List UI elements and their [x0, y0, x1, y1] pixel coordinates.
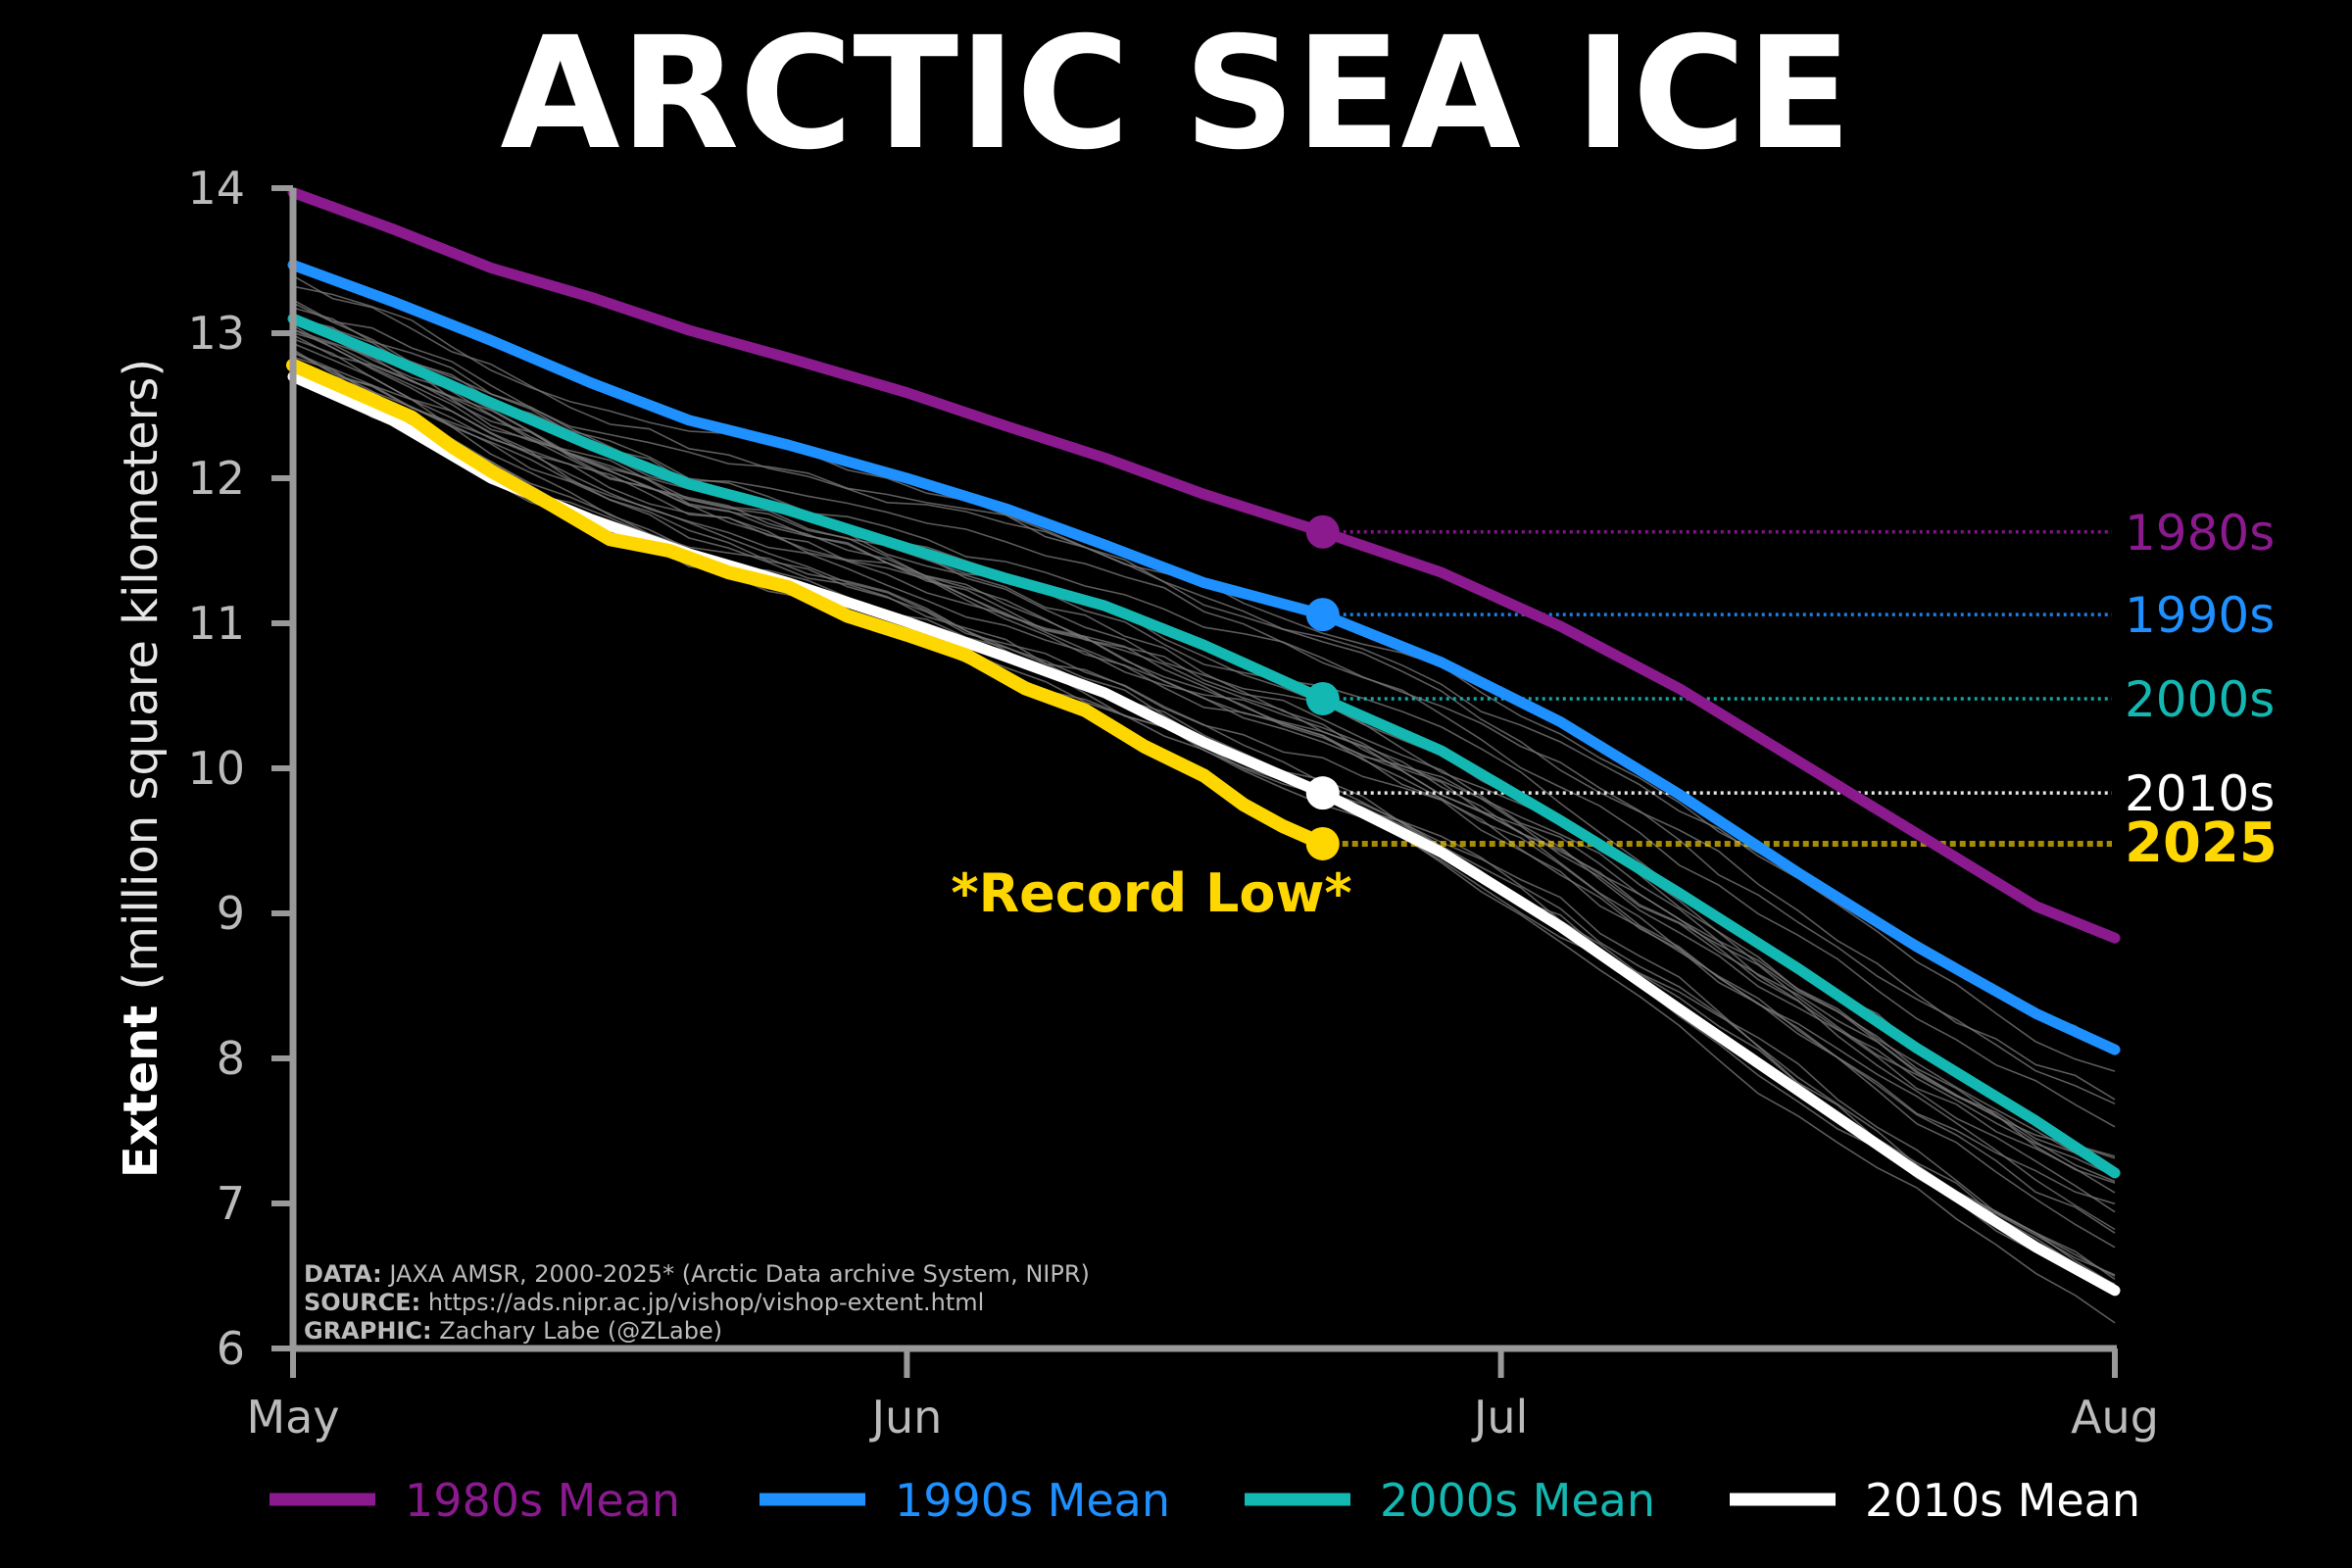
legend-label: 1980s Mean — [405, 1474, 680, 1527]
x-tick-label: Aug — [2071, 1391, 2159, 1444]
y-tick-label: 12 — [187, 452, 245, 505]
series-marker — [1305, 514, 1340, 549]
y-axis-label-rest: (million square kilometers) — [114, 359, 169, 1005]
x-tick-label: Jul — [1471, 1391, 1529, 1444]
series-marker — [1305, 826, 1340, 860]
background-year-line — [292, 317, 2116, 1184]
y-tick-label: 10 — [187, 742, 245, 795]
series-end-label: 2025 — [2125, 811, 2278, 875]
x-tick-label: Jun — [868, 1391, 942, 1444]
background-year-line — [292, 348, 2116, 1234]
guide-lines — [1322, 530, 2112, 847]
background-year-line — [292, 328, 2116, 1231]
background-year-line — [292, 342, 2116, 1249]
y-tick-label: 7 — [217, 1177, 245, 1230]
background-year-line — [292, 322, 2116, 1205]
series-marker — [1305, 681, 1340, 715]
y-tick-label: 13 — [187, 307, 245, 360]
record-low-annotation: *Record Low* — [951, 862, 1351, 924]
background-year-line — [292, 307, 2116, 1128]
y-axis-label-bold: Extent — [114, 1005, 169, 1178]
y-tick-label: 8 — [217, 1032, 245, 1085]
credit-data: DATA: JAXA AMSR, 2000-2025* (Arctic Data… — [304, 1260, 1090, 1288]
x-ticks: May Jun Jul Aug — [246, 1348, 2159, 1444]
y-tick-label: 11 — [187, 597, 245, 650]
legend-label: 2000s Mean — [1380, 1474, 1655, 1527]
series-line — [287, 313, 2121, 1179]
series-lines — [286, 186, 2121, 1297]
series-end-label: 1980s — [2125, 505, 2275, 562]
x-tick-label: May — [246, 1391, 339, 1444]
y-axis-label: Extent (million square kilometers) — [114, 359, 169, 1178]
background-year-line — [292, 331, 2116, 1183]
background-year-line — [292, 324, 2116, 1194]
background-year-line — [292, 302, 2116, 1105]
credit-source: SOURCE: https://ads.nipr.ac.jp/vishop/vi… — [304, 1289, 984, 1316]
background-year-line — [292, 299, 2116, 1101]
legend-label: 2010s Mean — [1865, 1474, 2140, 1527]
series-marker — [1305, 598, 1340, 632]
legend: 1980s Mean 1990s Mean 2000s Mean 2010s Mean — [270, 1474, 2140, 1527]
y-tick-label: 14 — [187, 162, 245, 215]
series-end-label: 2000s — [2125, 671, 2275, 728]
chart-title: ARCTIC SEA ICE — [500, 4, 1851, 184]
series-line — [287, 186, 2121, 944]
series-line — [286, 358, 1330, 851]
background-year-line — [292, 328, 2116, 1178]
background-year-line — [292, 334, 2116, 1176]
series-marker — [1305, 776, 1340, 810]
series-end-label: 2010s — [2125, 765, 2275, 822]
series-line — [287, 259, 2121, 1055]
credits: DATA: JAXA AMSR, 2000-2025* (Arctic Data… — [304, 1260, 1090, 1345]
series-markers — [1305, 514, 1340, 860]
y-tick-label: 9 — [217, 887, 245, 940]
y-tick-label: 6 — [217, 1322, 245, 1375]
legend-label: 1990s Mean — [895, 1474, 1170, 1527]
background-year-line — [292, 316, 2116, 1159]
y-ticks: 6 7 8 9 10 11 12 13 14 — [187, 162, 293, 1375]
credit-graphic: GRAPHIC: Zachary Labe (@ZLabe) — [304, 1317, 722, 1345]
series-end-label: 1990s — [2125, 587, 2275, 644]
background-year-line — [292, 285, 2116, 1054]
